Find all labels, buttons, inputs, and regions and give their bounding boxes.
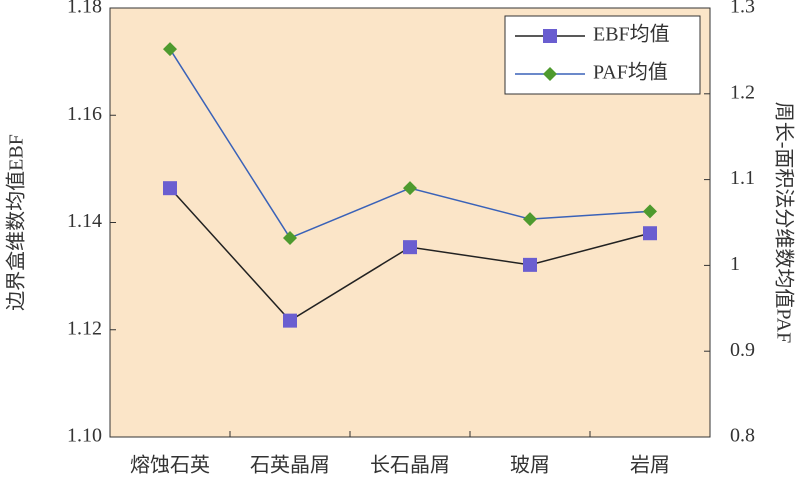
y2-tick-label: 0.8 [730, 425, 755, 447]
y2-tick-label: 0.9 [730, 339, 755, 361]
marker [163, 181, 177, 196]
legend-label: EBF均值 [593, 23, 670, 46]
legend-label: PAF均值 [593, 61, 668, 84]
marker [403, 240, 417, 255]
y-tick-label: 1.10 [67, 425, 102, 447]
y2-tick-label: 1.1 [730, 167, 755, 189]
legend-box [504, 15, 701, 95]
marker [643, 226, 657, 241]
x-tick-label: 石英晶屑 [250, 454, 330, 477]
y-tick-label: 1.18 [67, 0, 102, 18]
marker [163, 42, 177, 57]
x-tick-label: 熔蚀石英 [130, 454, 210, 477]
x-tick-label: 玻屑 [510, 454, 550, 477]
y2-tick-label: 1 [730, 253, 740, 275]
marker [283, 313, 297, 328]
marker [523, 212, 537, 227]
marker [523, 257, 537, 272]
x-tick-label: 长石晶屑 [370, 454, 450, 477]
y-tick-label: 1.16 [67, 103, 102, 125]
x-tick-label: 岩屑 [630, 454, 670, 477]
y2-axis-label: 周长-面积法分维数均值PAF [772, 102, 795, 344]
marker [283, 230, 297, 245]
y-tick-label: 1.12 [67, 317, 102, 339]
marker [543, 29, 557, 43]
y2-tick-label: 1.2 [730, 81, 755, 103]
y2-tick-label: 1.3 [730, 0, 755, 18]
marker [403, 181, 417, 196]
y-axis-label: 边界盒维数均值EBF [5, 134, 28, 311]
marker [543, 67, 557, 81]
y-tick-label: 1.14 [67, 210, 102, 232]
marker [643, 204, 657, 219]
